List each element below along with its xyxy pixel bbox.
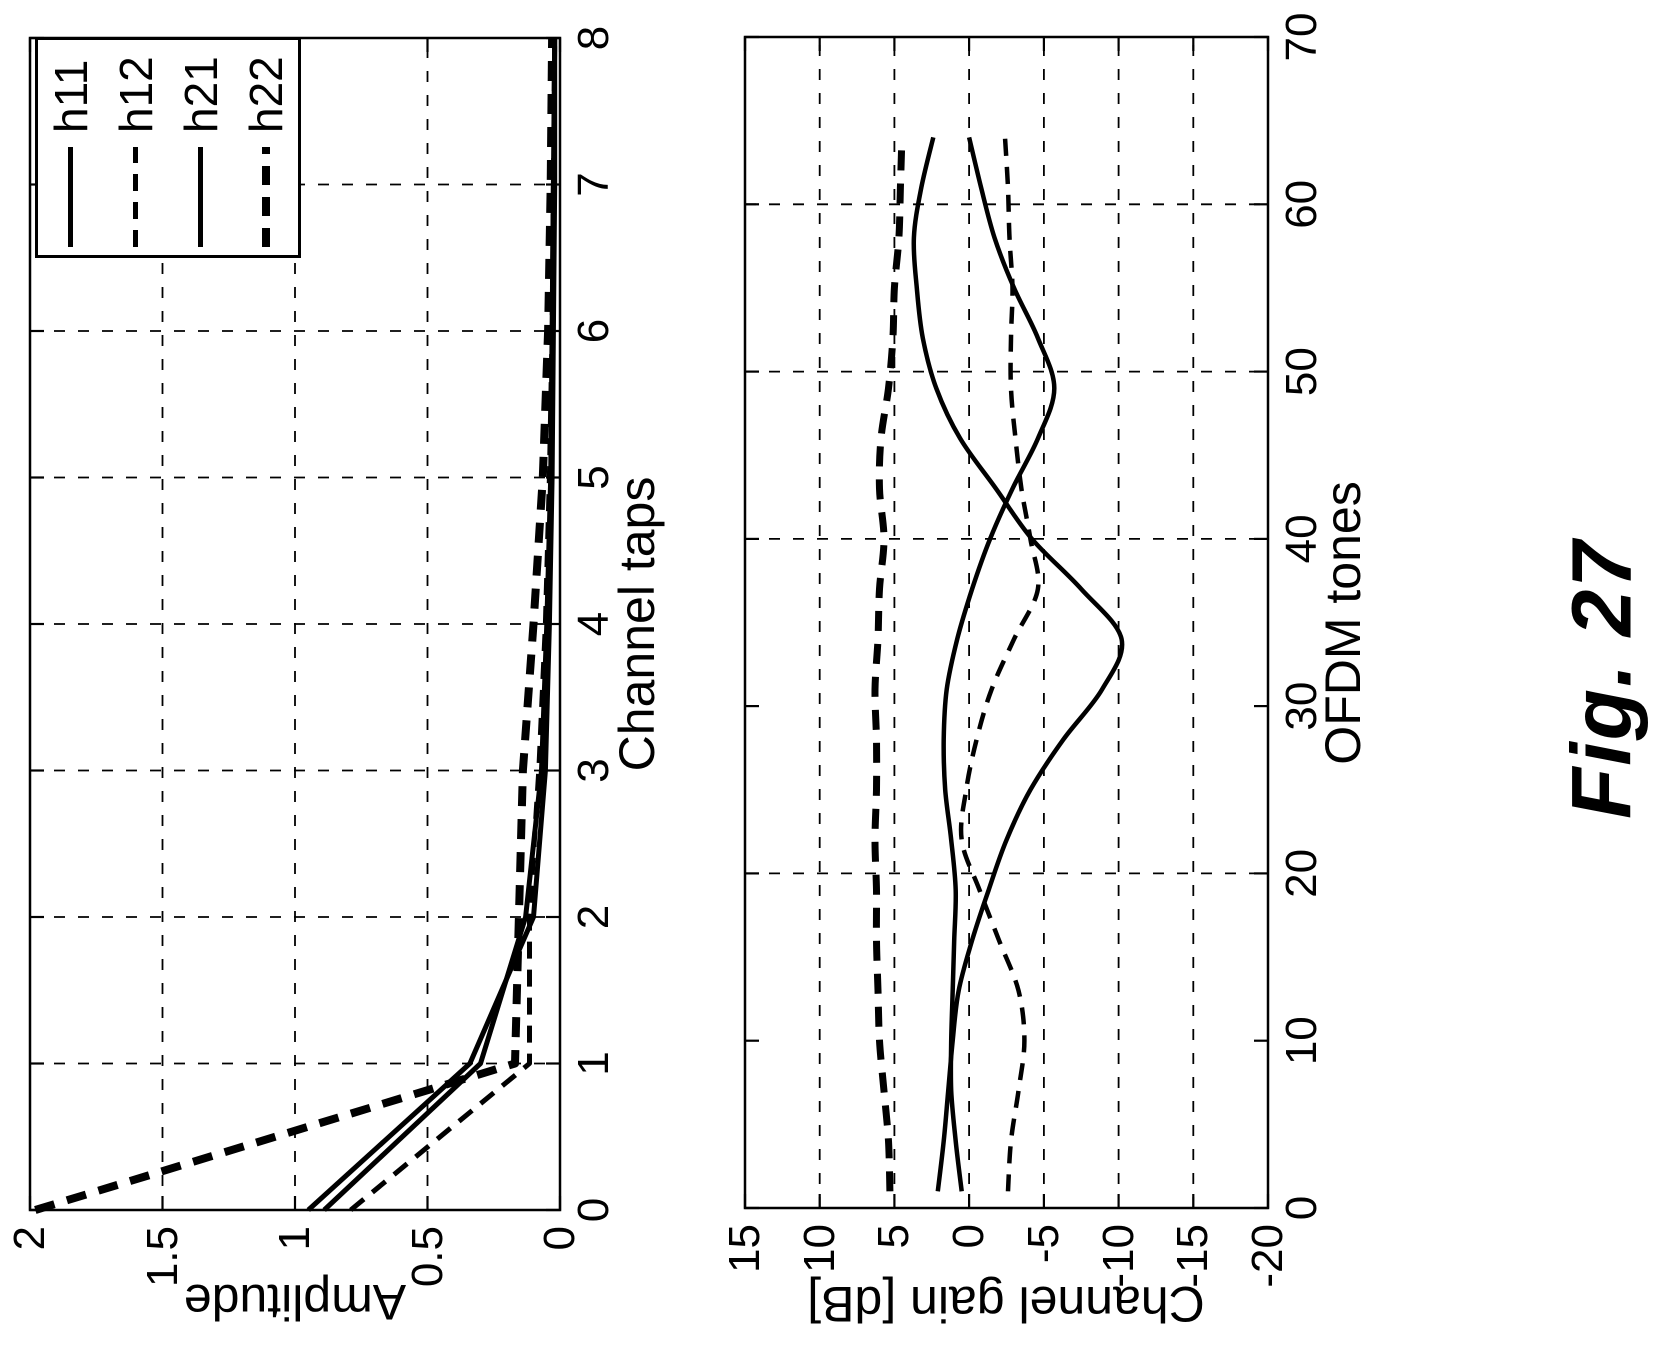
chart2-series-h12 [958, 137, 1041, 1192]
figure-label: Fig. 27 [1554, 538, 1649, 820]
legend-line-sample-solid [68, 147, 73, 247]
legend-label: h21 [174, 56, 227, 133]
chart2-series-h21 [941, 136, 1057, 1192]
chart1-series-h12 [349, 37, 558, 1212]
chart1-xtick-label: 8 [569, 25, 618, 51]
chart2-ytick-label: 15 [720, 1224, 769, 1273]
chart1-ytick-label: 2 [5, 1226, 54, 1251]
chart2-xtick-label: 50 [1277, 347, 1326, 397]
chart2-xtick-label: 20 [1277, 848, 1326, 898]
chart2-ytick-label: -20 [1243, 1224, 1292, 1288]
legend-entry-h22: h22 [239, 40, 292, 255]
chart1-xtick-label: 6 [569, 318, 618, 344]
legend-label: h22 [239, 56, 292, 133]
chart2-series-h11 [911, 136, 1125, 1192]
chart1-ytick-label: 1.5 [137, 1226, 187, 1288]
legend-line-sample-solid [198, 147, 203, 247]
chart2-xtick-label: 70 [1277, 12, 1326, 62]
chart2-plot-border [743, 35, 1270, 1210]
chart2-ytick-label: 10 [794, 1224, 844, 1273]
chart2-xtick-label: 0 [1277, 1195, 1326, 1221]
chart2-series-h22 [871, 137, 906, 1192]
chart1-ytick-label: 0.5 [402, 1226, 452, 1288]
legend-line-sample-dashed-thick [261, 147, 270, 247]
chart1-xtick-label: 2 [569, 904, 618, 930]
legend: h11 h12 h21 h22 [35, 37, 301, 258]
legend-line-sample-dashed [133, 147, 138, 247]
chart2-xtick-label: 60 [1277, 179, 1326, 229]
chart2-ylabel: Channel gain [dB] [807, 1276, 1205, 1332]
legend-entry-h12: h12 [109, 40, 162, 255]
chart1-ytick-label: 1 [270, 1226, 319, 1251]
legend-entry-h11: h11 [44, 40, 97, 255]
legend-entry-h21: h21 [174, 40, 227, 255]
chart2-ytick-label: 0 [944, 1224, 994, 1249]
chart1-xtick-label: 0 [569, 1197, 618, 1223]
legend-label: h12 [109, 56, 162, 133]
chart2-ytick-label: -5 [1018, 1224, 1068, 1264]
chart1-series-h22 [34, 37, 557, 1214]
chart1-ylabel: Amplitude [183, 1274, 407, 1330]
chart2-xtick-label: 10 [1277, 1016, 1326, 1066]
chart2-ytick-label: 5 [869, 1224, 919, 1249]
legend-label: h11 [44, 59, 97, 133]
chart1-xtick-label: 1 [569, 1051, 618, 1076]
chart1-xtick-label: 7 [569, 172, 618, 197]
chart1-xlabel: Channel taps [609, 476, 665, 772]
chart1-ytick-label: 0 [535, 1226, 584, 1251]
chart2-xlabel: OFDM tones [1315, 481, 1371, 765]
